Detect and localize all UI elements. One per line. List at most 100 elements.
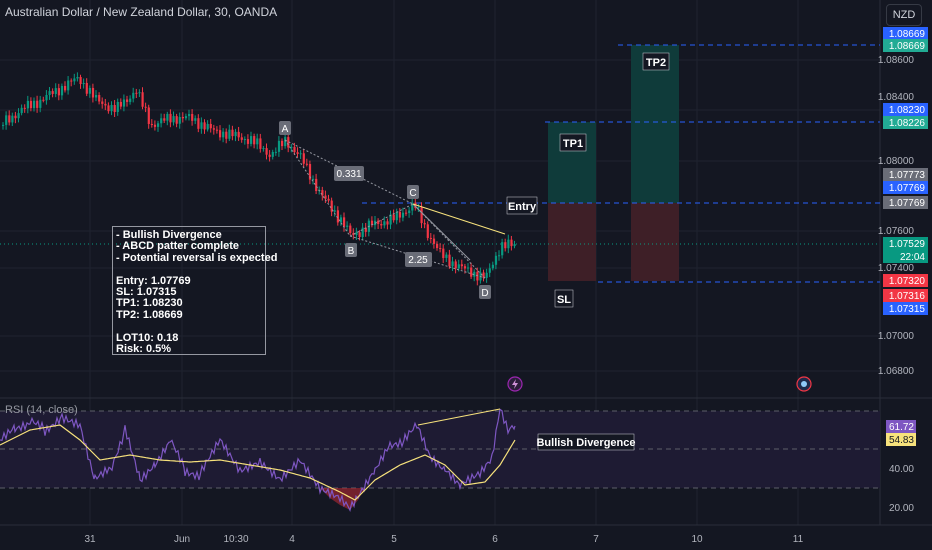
candle-body — [386, 221, 389, 225]
candle-body — [194, 118, 197, 121]
trade-note[interactable]: - Bullish Divergence - ABCD patter comple… — [112, 226, 277, 355]
candle-body — [501, 242, 504, 256]
candle-body — [119, 101, 122, 107]
candle-body — [364, 227, 367, 232]
candle-body — [287, 137, 290, 148]
candle-body — [82, 82, 85, 85]
candle-body — [271, 151, 274, 157]
candle-body — [302, 153, 305, 164]
rsi-scale-label: 20.00 — [889, 503, 914, 514]
candle-body — [160, 118, 163, 124]
candle-body — [436, 243, 439, 249]
candle-body — [76, 76, 79, 79]
candle-body — [277, 140, 281, 152]
note-line: Risk: 0.5% — [116, 342, 172, 355]
price-badge-bg — [883, 168, 928, 181]
candle-body — [33, 100, 36, 109]
price-badge: 1.07769 — [889, 183, 926, 194]
candle-body — [73, 78, 76, 82]
time-axis[interactable]: 31 Jun 10:30 4 5 6 7 10 11 — [84, 534, 803, 545]
rsi-value-badge: 61.72 — [889, 422, 914, 433]
note-line: - ABCD patter complete — [116, 240, 240, 253]
candle-body — [206, 123, 209, 130]
price-badge: 22:04 — [900, 252, 925, 263]
candle-body — [398, 211, 401, 218]
candle-body — [463, 266, 467, 269]
tp2-label: TP2 — [646, 57, 666, 69]
chart-title: Australian Dollar / New Zealand Dollar, … — [5, 5, 278, 19]
candle-body — [293, 146, 296, 153]
candle-body — [343, 217, 346, 227]
economic-event-icon[interactable] — [796, 376, 812, 392]
candle-body — [358, 232, 361, 238]
divergence-label: Bullish Divergence — [536, 437, 635, 449]
candle-body — [432, 238, 436, 244]
candle-body — [234, 131, 237, 137]
rsi-line[interactable] — [0, 408, 516, 512]
candle-body — [45, 94, 48, 101]
candle-body — [467, 267, 470, 269]
point-b-label: B — [348, 246, 355, 257]
price-badge-bg — [883, 289, 928, 302]
candle-body — [333, 210, 336, 212]
candle-body — [268, 154, 271, 157]
sl-loss-zone-2[interactable] — [631, 203, 679, 281]
time-tick-label: 11 — [793, 534, 804, 545]
price-badge: 1.07773 — [889, 170, 926, 181]
abcd-pattern[interactable] — [284, 139, 506, 279]
candle-body — [392, 214, 395, 221]
candle-body — [150, 123, 153, 125]
candle-body — [454, 261, 457, 269]
candle-body — [147, 107, 150, 124]
candle-body — [184, 116, 188, 119]
candle-body — [330, 200, 333, 212]
candlesticks[interactable] — [2, 72, 516, 286]
ratio-bc-label: 0.331 — [336, 169, 361, 180]
candle-body — [395, 211, 398, 221]
candle-body — [312, 178, 315, 180]
price-badge-bg — [883, 302, 928, 315]
candle-body — [29, 100, 33, 109]
candle-body — [250, 136, 253, 144]
price-badge: 1.08226 — [889, 118, 926, 129]
candle-body — [370, 220, 374, 226]
candle-body — [113, 105, 116, 113]
candle-body — [172, 116, 175, 123]
candle-body — [2, 124, 5, 126]
price-badge-bg — [883, 39, 928, 52]
candle-body — [181, 116, 184, 119]
price-badge: 1.07320 — [889, 276, 926, 287]
candle-body — [8, 115, 11, 123]
currency-button[interactable]: NZD — [886, 4, 922, 26]
price-tick-label: 1.07400 — [878, 263, 915, 274]
candle-body — [26, 100, 29, 109]
rsi-value-badge: 54.83 — [889, 435, 914, 446]
candle-body — [504, 242, 507, 249]
rsi-divergence-line[interactable] — [417, 408, 501, 426]
rsi-indicator-label[interactable]: RSI (14, close) — [5, 404, 78, 416]
candle-body — [417, 207, 420, 209]
candle-body — [405, 212, 408, 214]
ratio-cd-label: 2.25 — [408, 255, 428, 266]
tp2-profit-zone[interactable] — [631, 45, 679, 203]
candle-body — [321, 190, 324, 196]
sl-loss-zone-1[interactable] — [548, 203, 596, 281]
tp1-label: TP1 — [563, 138, 583, 150]
price-axis[interactable]: 1.08600 1.08400 1.08000 1.07600 1.07400 1.070… — [878, 55, 915, 377]
candle-body — [256, 138, 259, 145]
candle-body — [355, 232, 358, 236]
candle-body — [349, 225, 352, 233]
rsi-value-badge-bg — [886, 433, 916, 446]
time-tick-label: 10 — [691, 534, 703, 545]
rsi-axis[interactable]: 61.72 54.83 40.00 20.00 — [886, 420, 916, 514]
candle-body — [122, 99, 126, 107]
note-line: TP1: 1.08230 — [116, 297, 183, 310]
candle-body — [191, 114, 194, 121]
candle-body — [11, 115, 14, 123]
candle-body — [243, 139, 246, 141]
lightning-icon[interactable] — [507, 376, 523, 392]
candle-body — [222, 131, 225, 138]
rsi-ma-line[interactable] — [0, 424, 516, 501]
candle-body — [426, 224, 429, 238]
